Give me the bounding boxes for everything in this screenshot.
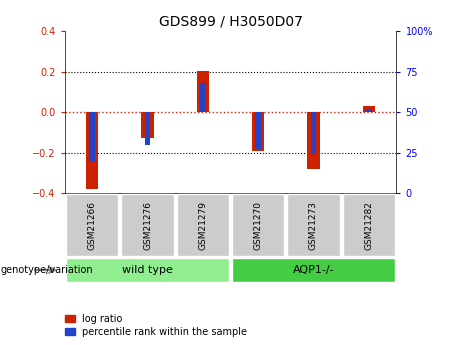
- Text: wild type: wild type: [122, 265, 173, 275]
- Bar: [366, 109, 372, 112]
- Bar: [255, 112, 261, 149]
- Bar: [145, 112, 150, 145]
- Legend: log ratio, percentile rank within the sample: log ratio, percentile rank within the sa…: [65, 314, 247, 337]
- Bar: [89, 112, 95, 161]
- Bar: [200, 83, 206, 112]
- Text: genotype/variation: genotype/variation: [1, 265, 94, 275]
- Text: GSM21276: GSM21276: [143, 200, 152, 250]
- Text: AQP1-/-: AQP1-/-: [293, 265, 334, 275]
- Bar: [363, 106, 375, 112]
- Bar: [142, 112, 154, 138]
- Text: GSM21270: GSM21270: [254, 200, 263, 250]
- Bar: [307, 112, 319, 169]
- Bar: [197, 71, 209, 112]
- Text: GSM21266: GSM21266: [88, 200, 97, 250]
- Bar: [86, 112, 98, 189]
- Title: GDS899 / H3050D07: GDS899 / H3050D07: [159, 14, 302, 29]
- Text: GSM21279: GSM21279: [198, 200, 207, 250]
- Text: GSM21273: GSM21273: [309, 200, 318, 250]
- Text: GSM21282: GSM21282: [364, 201, 373, 249]
- Bar: [252, 112, 264, 151]
- Bar: [311, 112, 316, 154]
